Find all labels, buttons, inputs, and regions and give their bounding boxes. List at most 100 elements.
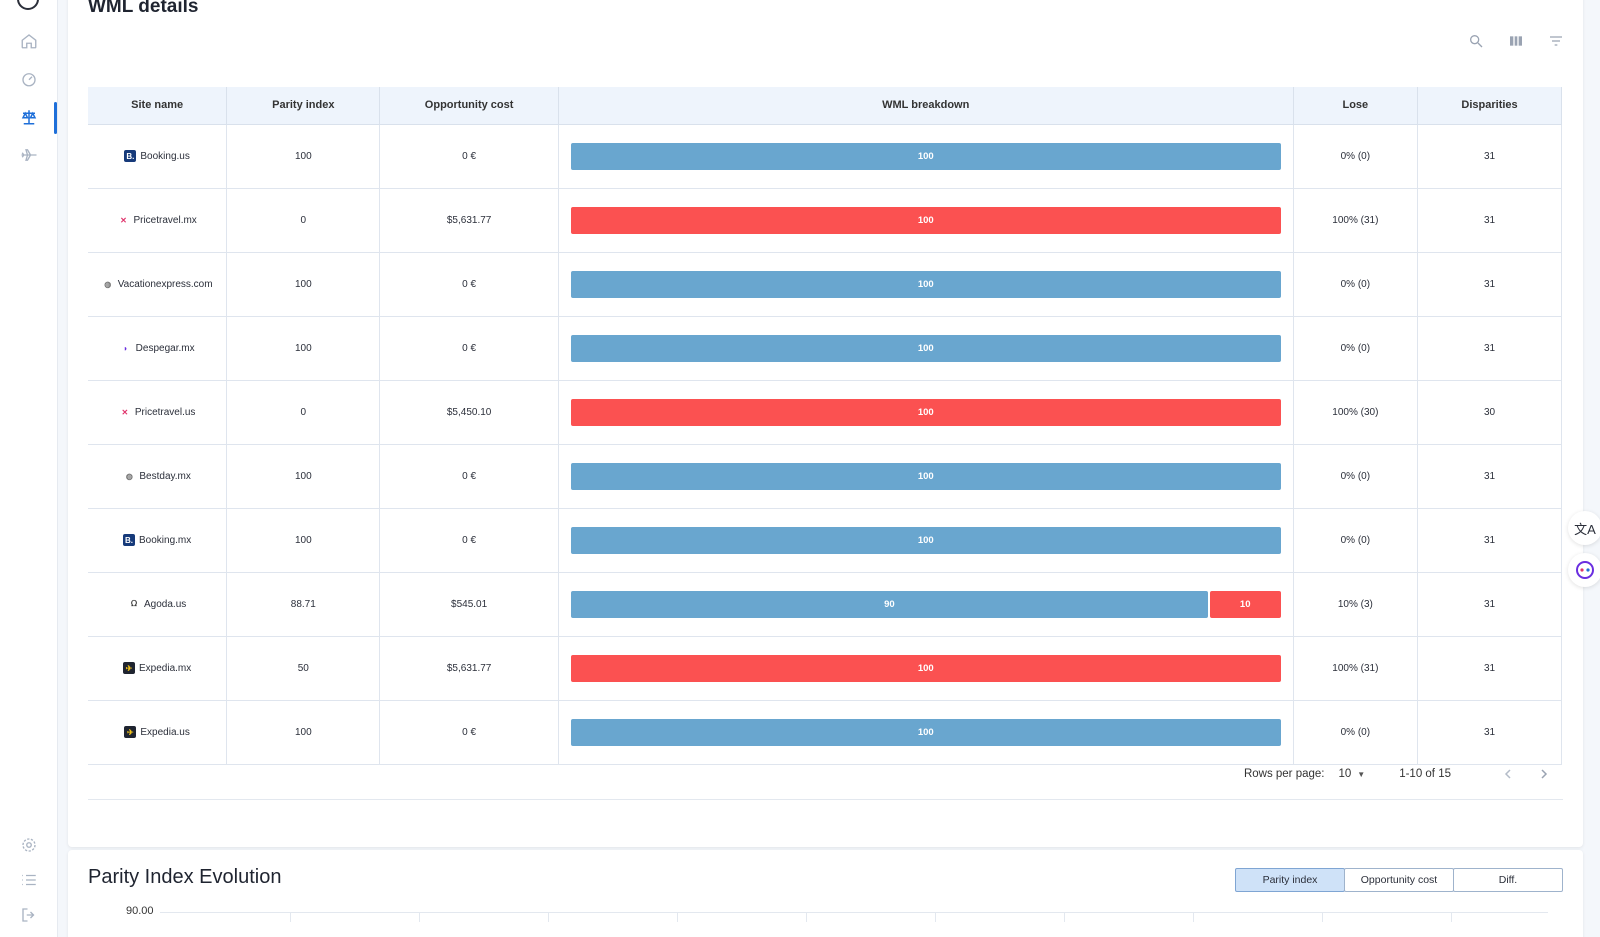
columns-icon[interactable] — [1507, 32, 1525, 50]
lose-cell: 100% (31) — [1293, 636, 1419, 701]
wml-breakdown-bar: 100 — [570, 462, 1281, 490]
table-row[interactable]: ✈ Expedia.us 100 0 € 100 0% (0) 31 — [88, 700, 1562, 765]
wml-breakdown-bar: 100 — [570, 526, 1281, 554]
assistant-button[interactable] — [1568, 553, 1600, 587]
disparities-cell: 31 — [1417, 124, 1562, 189]
wml-breakdown-cell: 90 10 — [558, 572, 1294, 637]
site-name[interactable]: ✈ Expedia.us — [124, 726, 190, 738]
win-segment[interactable]: 100 — [570, 270, 1281, 298]
site-name-cell: ✕ Pricetravel.mx — [88, 188, 228, 253]
disparities-cell: 31 — [1417, 572, 1562, 637]
site-name[interactable]: ✈ Expedia.mx — [123, 662, 191, 674]
logout-icon[interactable] — [17, 903, 41, 927]
disparities-cell: 31 — [1417, 188, 1562, 253]
site-name[interactable]: B. Booking.mx — [123, 534, 191, 546]
table-row[interactable]: ◗ Despegar.mx 100 0 € 100 0% (0) 31 — [88, 316, 1562, 381]
lose-segment[interactable]: 10 — [1209, 590, 1281, 618]
table-row[interactable]: ◍ Bestday.mx 100 0 € 100 0% (0) 31 — [88, 444, 1562, 509]
lose-segment[interactable]: 100 — [570, 398, 1281, 426]
next-page-button[interactable] — [1535, 765, 1553, 783]
site-name[interactable]: ✕ Pricetravel.us — [119, 406, 195, 418]
chart-vertical-gridline — [1193, 912, 1194, 922]
opportunity-cost-toggle-button[interactable]: Opportunity cost — [1344, 868, 1454, 892]
column-header-disparities[interactable]: Disparities — [1417, 87, 1562, 125]
lose-segment[interactable]: 100 — [570, 206, 1281, 234]
prev-page-button[interactable] — [1499, 765, 1517, 783]
diff-toggle-button[interactable]: Diff. — [1453, 868, 1563, 892]
parity-index-cell: 0 — [226, 188, 381, 253]
gear-icon[interactable] — [17, 833, 41, 857]
site-name-label: Agoda.us — [144, 598, 187, 610]
win-segment[interactable]: 90 — [570, 590, 1208, 618]
site-name-cell: ◗ Despegar.mx — [88, 316, 228, 381]
opportunity-cost-cell: $5,450.10 — [379, 380, 559, 445]
table-body: B. Booking.us 100 0 € 100 0% (0) 31 ✕ Pr… — [88, 124, 1562, 765]
parity-index-cell: 100 — [226, 444, 381, 509]
site-logo-icon: ◍ — [104, 279, 112, 289]
column-header-opportunity-cost[interactable]: Opportunity cost — [379, 87, 559, 125]
scale-balance-icon[interactable] — [17, 105, 41, 129]
disparities-cell: 31 — [1417, 316, 1562, 381]
chart-vertical-gridline — [935, 912, 936, 922]
column-header-parity-index[interactable]: Parity index — [226, 87, 381, 125]
list-icon[interactable] — [17, 868, 41, 892]
column-header-lose[interactable]: Lose — [1293, 87, 1419, 125]
site-logo-icon: ◗ — [123, 343, 129, 353]
win-segment[interactable]: 100 — [570, 142, 1281, 170]
site-name[interactable]: B. Booking.us — [124, 150, 190, 162]
site-name[interactable]: ✕ Pricetravel.mx — [117, 214, 197, 226]
site-name-cell: ◍ Bestday.mx — [88, 444, 228, 509]
search-icon[interactable] — [1467, 32, 1485, 50]
wml-breakdown-bar: 100 — [570, 718, 1281, 746]
wml-breakdown-cell: 100 — [558, 508, 1294, 573]
airplane-icon[interactable] — [17, 143, 41, 167]
win-segment[interactable]: 100 — [570, 526, 1281, 554]
active-indicator — [54, 102, 57, 134]
dashboard-gauge-icon[interactable] — [17, 67, 41, 91]
opportunity-cost-cell: $5,631.77 — [379, 636, 559, 701]
lose-cell: 0% (0) — [1293, 316, 1419, 381]
site-name[interactable]: ◗ Despegar.mx — [120, 342, 194, 354]
site-name-label: Expedia.us — [140, 726, 190, 738]
home-icon[interactable] — [17, 29, 41, 53]
wml-breakdown-bar: 100 — [570, 270, 1281, 298]
site-logo-icon: ✕ — [121, 407, 129, 417]
site-logo-icon: ✈ — [123, 662, 135, 674]
site-name-cell: B. Booking.mx — [88, 508, 228, 573]
win-segment[interactable]: 100 — [570, 462, 1281, 490]
table-row[interactable]: B. Booking.mx 100 0 € 100 0% (0) 31 — [88, 508, 1562, 573]
table-row[interactable]: ✈ Expedia.mx 50 $5,631.77 100 100% (31) … — [88, 636, 1562, 701]
site-name-label: Booking.us — [140, 150, 190, 162]
lose-segment[interactable]: 100 — [570, 654, 1281, 682]
rows-per-page-select[interactable]: 10 ▼ — [1338, 768, 1365, 780]
parity-index-cell: 100 — [226, 252, 381, 317]
evolution-title: Parity Index Evolution — [88, 866, 282, 888]
site-name[interactable]: ◍ Bestday.mx — [123, 470, 191, 482]
table-row[interactable]: ◍ Vacationexpress.com 100 0 € 100 0% (0)… — [88, 252, 1562, 317]
parity-index-cell: 100 — [226, 508, 381, 573]
site-name-label: Bestday.mx — [139, 470, 191, 482]
site-name-cell: ✕ Pricetravel.us — [88, 380, 228, 445]
table-row[interactable]: ✕ Pricetravel.mx 0 $5,631.77 100 100% (3… — [88, 188, 1562, 253]
filter-icon[interactable] — [1547, 32, 1565, 50]
rows-per-page-value: 10 — [1338, 768, 1352, 780]
site-name[interactable]: ◍ Vacationexpress.com — [102, 278, 212, 290]
column-header-site-name[interactable]: Site name — [88, 87, 228, 125]
translate-button[interactable]: 文A — [1568, 511, 1600, 545]
opportunity-cost-cell: $5,631.77 — [379, 188, 559, 253]
win-segment[interactable]: 100 — [570, 334, 1281, 362]
win-segment[interactable]: 100 — [570, 718, 1281, 746]
pagination-range: 1-10 of 15 — [1399, 768, 1451, 780]
table-row[interactable]: B. Booking.us 100 0 € 100 0% (0) 31 — [88, 124, 1562, 189]
table-row[interactable]: ᘯ Agoda.us 88.71 $545.01 90 10 10% (3) 3… — [88, 572, 1562, 637]
site-logo-icon: B. — [123, 534, 135, 546]
column-header-wml-breakdown[interactable]: WML breakdown — [558, 87, 1294, 125]
table-row[interactable]: ✕ Pricetravel.us 0 $5,450.10 100 100% (3… — [88, 380, 1562, 445]
wml-breakdown-cell: 100 — [558, 380, 1294, 445]
chart-vertical-gridline — [1322, 912, 1323, 922]
site-logo-icon: ✕ — [120, 215, 127, 225]
site-name[interactable]: ᘯ Agoda.us — [128, 598, 186, 610]
parity-index-toggle-button[interactable]: Parity index — [1235, 868, 1345, 892]
site-name-label: Booking.mx — [139, 534, 192, 546]
y-axis-tick: 90.00 — [126, 905, 154, 917]
